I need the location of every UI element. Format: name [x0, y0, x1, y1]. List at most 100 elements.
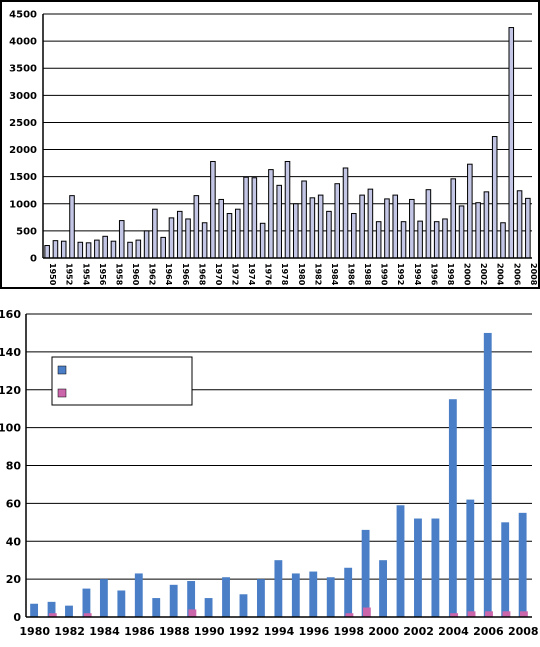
chart1-x-tick-label: 1956 [98, 263, 107, 286]
chart1-x-tick-label: 2004 [496, 263, 505, 286]
chart1-bar [326, 210, 332, 259]
chart2-series-0-bar [187, 581, 196, 617]
chart1-bar [384, 198, 390, 259]
chart2-series-0-bar [309, 571, 318, 617]
chart1-y-tick-label: 2000 [9, 145, 37, 156]
chart1-x-tick-label: 1984 [330, 263, 339, 286]
chart1-bar [525, 197, 531, 259]
chart2-x-tick-label: 1984 [89, 625, 120, 638]
chart1-x-tick-label: 1982 [313, 263, 322, 285]
chart1-bar [201, 222, 208, 259]
chart1-x-tick-label: 1952 [65, 263, 74, 285]
chart1-x-tick-label: 1974 [247, 263, 256, 286]
chart1-bar [467, 163, 473, 259]
chart2-series-0-bar [274, 560, 283, 617]
chart1-bar [259, 222, 266, 259]
chart2-series-0-bar [501, 522, 510, 617]
chart2-x-tick-label: 1986 [124, 625, 155, 638]
chart1-bar [85, 242, 92, 259]
chart2-series-0-bar [134, 573, 143, 617]
chart2-series-1-bar [83, 613, 92, 617]
chart2-y-tick-label: 80 [6, 460, 22, 473]
chart2-series-0-bar [47, 601, 56, 617]
chart1-bar [508, 27, 515, 259]
chart1-bar [375, 221, 382, 259]
chart1-bar [293, 203, 299, 259]
chart1-bar [284, 160, 291, 259]
chart2-bars [30, 332, 528, 617]
chart1-bar [143, 230, 150, 259]
chart1-bar [409, 198, 415, 259]
chart1-x-tick-label: 1964 [164, 263, 173, 286]
chart1-bar [210, 160, 216, 259]
chart1-bar [218, 198, 224, 259]
chart1-bar [458, 205, 465, 259]
chart2-series-0-bar [326, 577, 335, 617]
chart2-legend-swatch [57, 388, 67, 398]
chart1-y-tick-label: 2500 [9, 118, 37, 129]
chart1-bar [243, 176, 249, 259]
chart2-x-tick-label: 1996 [299, 625, 330, 638]
chart1-y-tick-label: 1500 [9, 172, 37, 183]
chart1-x-tick-label: 1986 [347, 263, 356, 286]
chart2-y-tick-label: 140 [0, 346, 21, 359]
chart1-bar [392, 194, 399, 259]
chart1-bar [359, 194, 365, 259]
chart2-x-tick-label: 2000 [368, 625, 399, 638]
chart1-bar [268, 169, 274, 259]
chart1-bar [334, 183, 341, 259]
chart2-x-tick-label: 1982 [54, 625, 85, 638]
chart1-bar [367, 188, 374, 259]
chart2-legend-swatch [57, 365, 67, 375]
chart2-series-1-bar [519, 611, 528, 617]
chart2-y-tick-label: 100 [0, 422, 21, 435]
chart1-x-tick-label: 1976 [264, 263, 273, 286]
chart1-x-tick-label: 1968 [197, 263, 206, 286]
chart1-bar [176, 210, 183, 259]
chart1-bar [425, 189, 432, 259]
chart2-series-0-bar [204, 598, 213, 617]
chart2-x-tick-label: 2002 [403, 625, 434, 638]
chart1-bar [193, 195, 200, 259]
chart1-bar [400, 221, 407, 259]
chart1-bar [317, 194, 324, 259]
chart2-y-tick-label: 40 [6, 535, 22, 548]
chart2-y-tick-label: 120 [0, 384, 21, 397]
chart1-x-tick-label: 1960 [131, 263, 140, 286]
chart2-y-tick-label: 60 [6, 497, 22, 510]
annual-bar-chart: 0 500 1000 1500 2000 2500 3000 3500 4000 4500 195… [0, 0, 540, 289]
chart1-bar [309, 197, 316, 259]
chart2-series-0-bar [30, 603, 39, 617]
chart2-series-0-bar [448, 399, 457, 617]
chart2-series-1-bar [485, 611, 493, 617]
chart1-y-tick-label: 0 [30, 254, 37, 265]
chart1-y-tick-label: 3500 [9, 64, 37, 75]
chart1-y-tick-label: 3000 [9, 91, 37, 102]
chart2-legend-box [51, 356, 193, 406]
chart1-bar [110, 240, 117, 259]
chart1-bar [118, 220, 125, 259]
chart1-bar [52, 240, 59, 259]
chart2-series-1-bar [467, 611, 476, 617]
chart1-bar [450, 178, 457, 259]
chart2-series-0-bar [344, 567, 353, 617]
chart2-y-tick-labels: 0 20 40 60 80 100 120 140 160 [0, 308, 21, 624]
chart1-bars [44, 27, 531, 259]
chart1-y-tick-label: 500 [16, 226, 37, 237]
chart2-series-1-bar [502, 611, 511, 617]
chart2-x-tick-label: 1998 [333, 625, 364, 638]
chart2-series-1-bar [48, 613, 57, 617]
chart1-bar [342, 167, 349, 259]
chart1-x-tick-label: 1996 [429, 263, 438, 286]
chart1-bar [433, 221, 440, 259]
chart1-bar [135, 239, 142, 259]
chart1-bar [127, 241, 133, 259]
chart2-legend [51, 356, 193, 406]
chart1-x-tick-label: 1992 [396, 263, 405, 285]
chart1-bar [152, 208, 158, 259]
chart2-series-0-bar [414, 518, 422, 617]
chart1-bar [160, 236, 166, 259]
chart2-x-tick-label: 1992 [229, 625, 260, 638]
chart1-x-tick-labels: 1950 1952 1954 1956 1958 1960 1962 1964 1966 1968… [48, 263, 538, 286]
